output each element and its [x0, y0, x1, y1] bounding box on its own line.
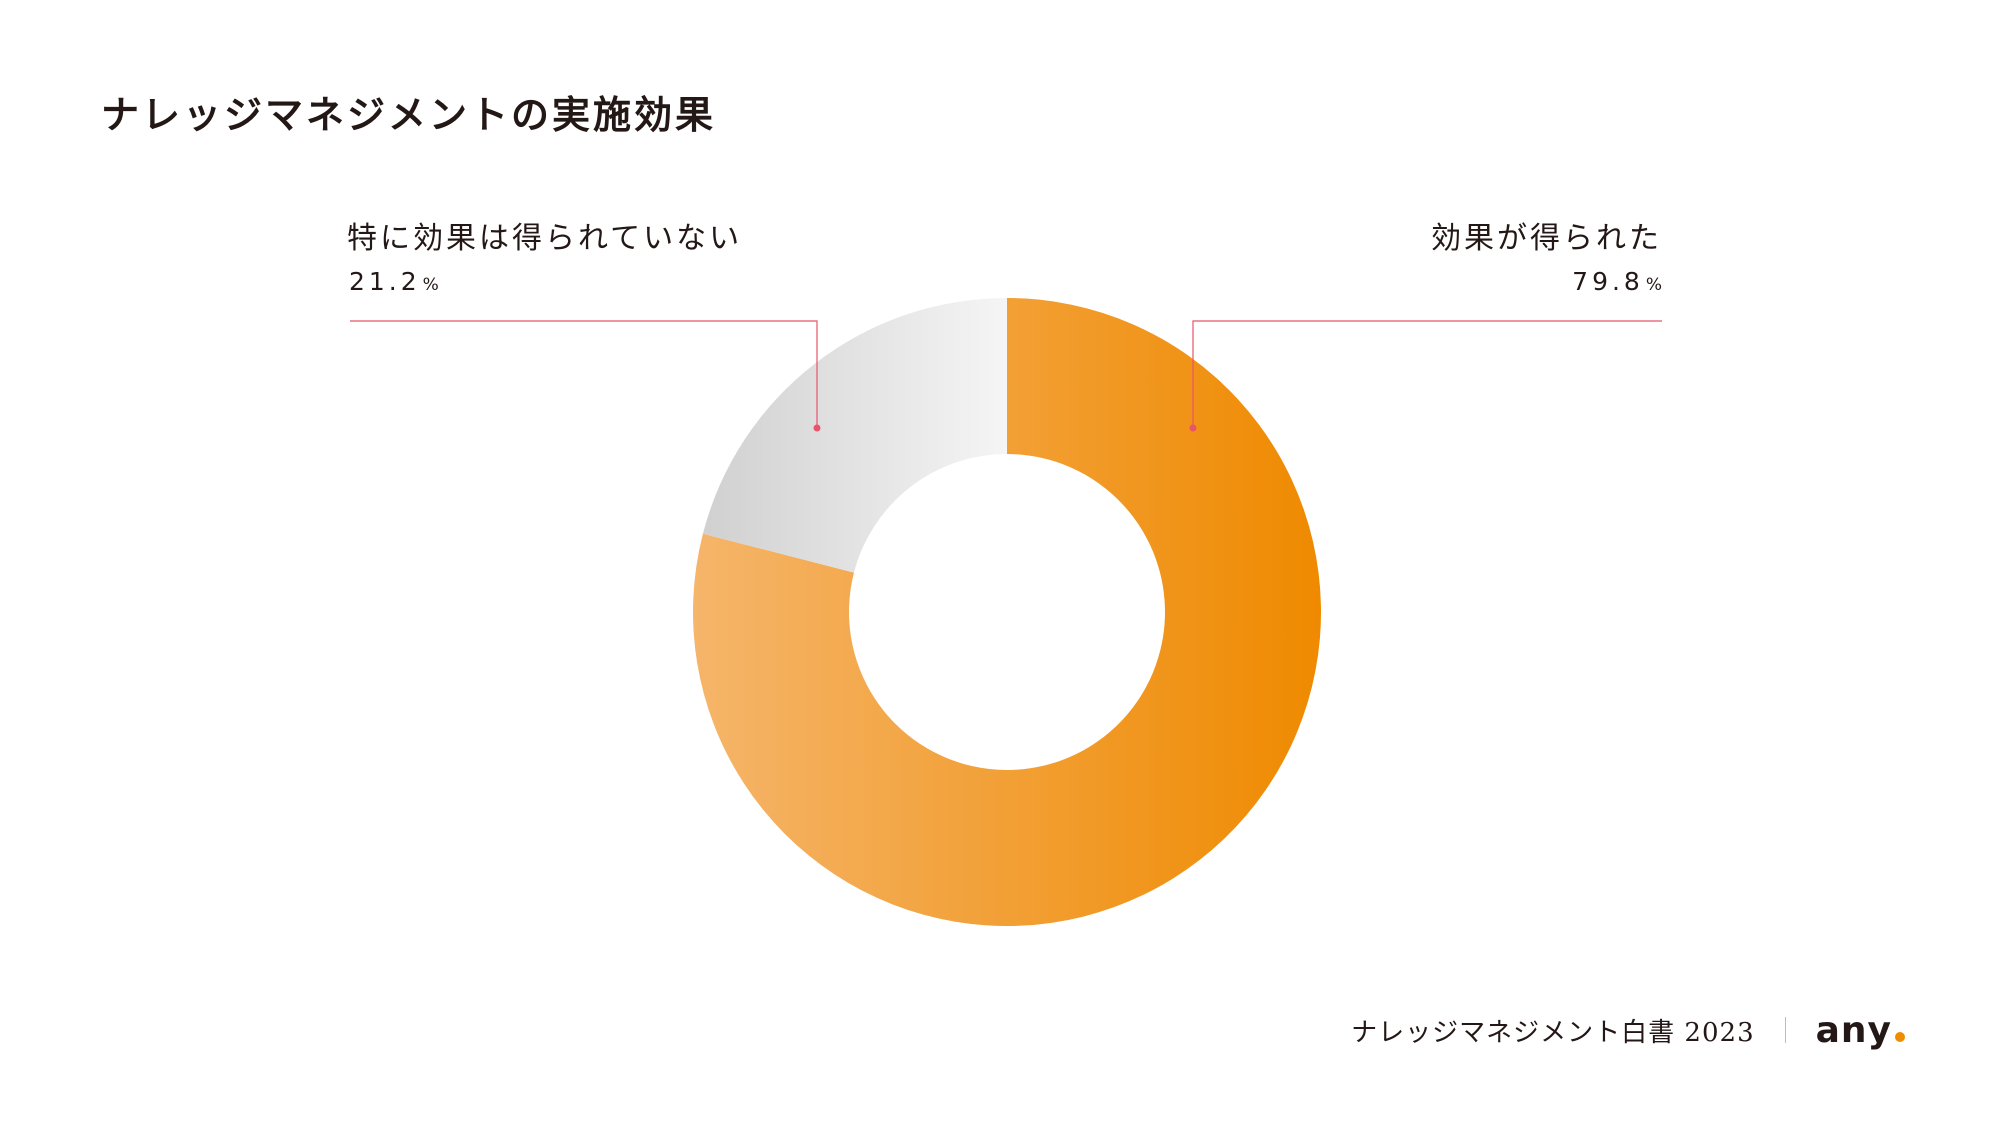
callout-label-effective: 効果が得られた [1431, 221, 1662, 256]
callout-label-not-effective: 特に効果は得られていない [347, 221, 742, 256]
donut-slices [693, 298, 1321, 926]
value-unit-not-effective: % [423, 275, 439, 295]
donut-slice-not-effective [702, 298, 1007, 573]
value-number-effective: 79.8 [1572, 267, 1644, 296]
callout-effective: 効果が得られた 79.8% [1189, 221, 1662, 432]
footer: ナレッジマネジメント白書 2023 any [1351, 1010, 1905, 1051]
value-number-not-effective: 21.2 [349, 267, 421, 296]
callout-value-effective: 79.8% [1572, 267, 1662, 296]
footer-publication: ナレッジマネジメント白書 2023 [1351, 1017, 1755, 1048]
value-unit-effective: % [1646, 275, 1662, 295]
callout-not-effective: 特に効果は得られていない 21.2% [347, 221, 821, 432]
donut-slice-effective [693, 298, 1321, 926]
callout-value-not-effective: 21.2% [349, 267, 439, 296]
footer-divider [1784, 1017, 1786, 1043]
page-title: ナレッジマネジメントの実施効果 [101, 93, 717, 137]
any-logo: any [1816, 1010, 1905, 1051]
leader-dot-not-effective [813, 424, 821, 432]
logo-text: any [1815, 1009, 1892, 1051]
leader-line-not-effective [350, 320, 818, 428]
leader-dot-effective [1189, 424, 1197, 432]
logo-dot-icon [1895, 1031, 1905, 1042]
leader-line-effective [1192, 320, 1662, 428]
